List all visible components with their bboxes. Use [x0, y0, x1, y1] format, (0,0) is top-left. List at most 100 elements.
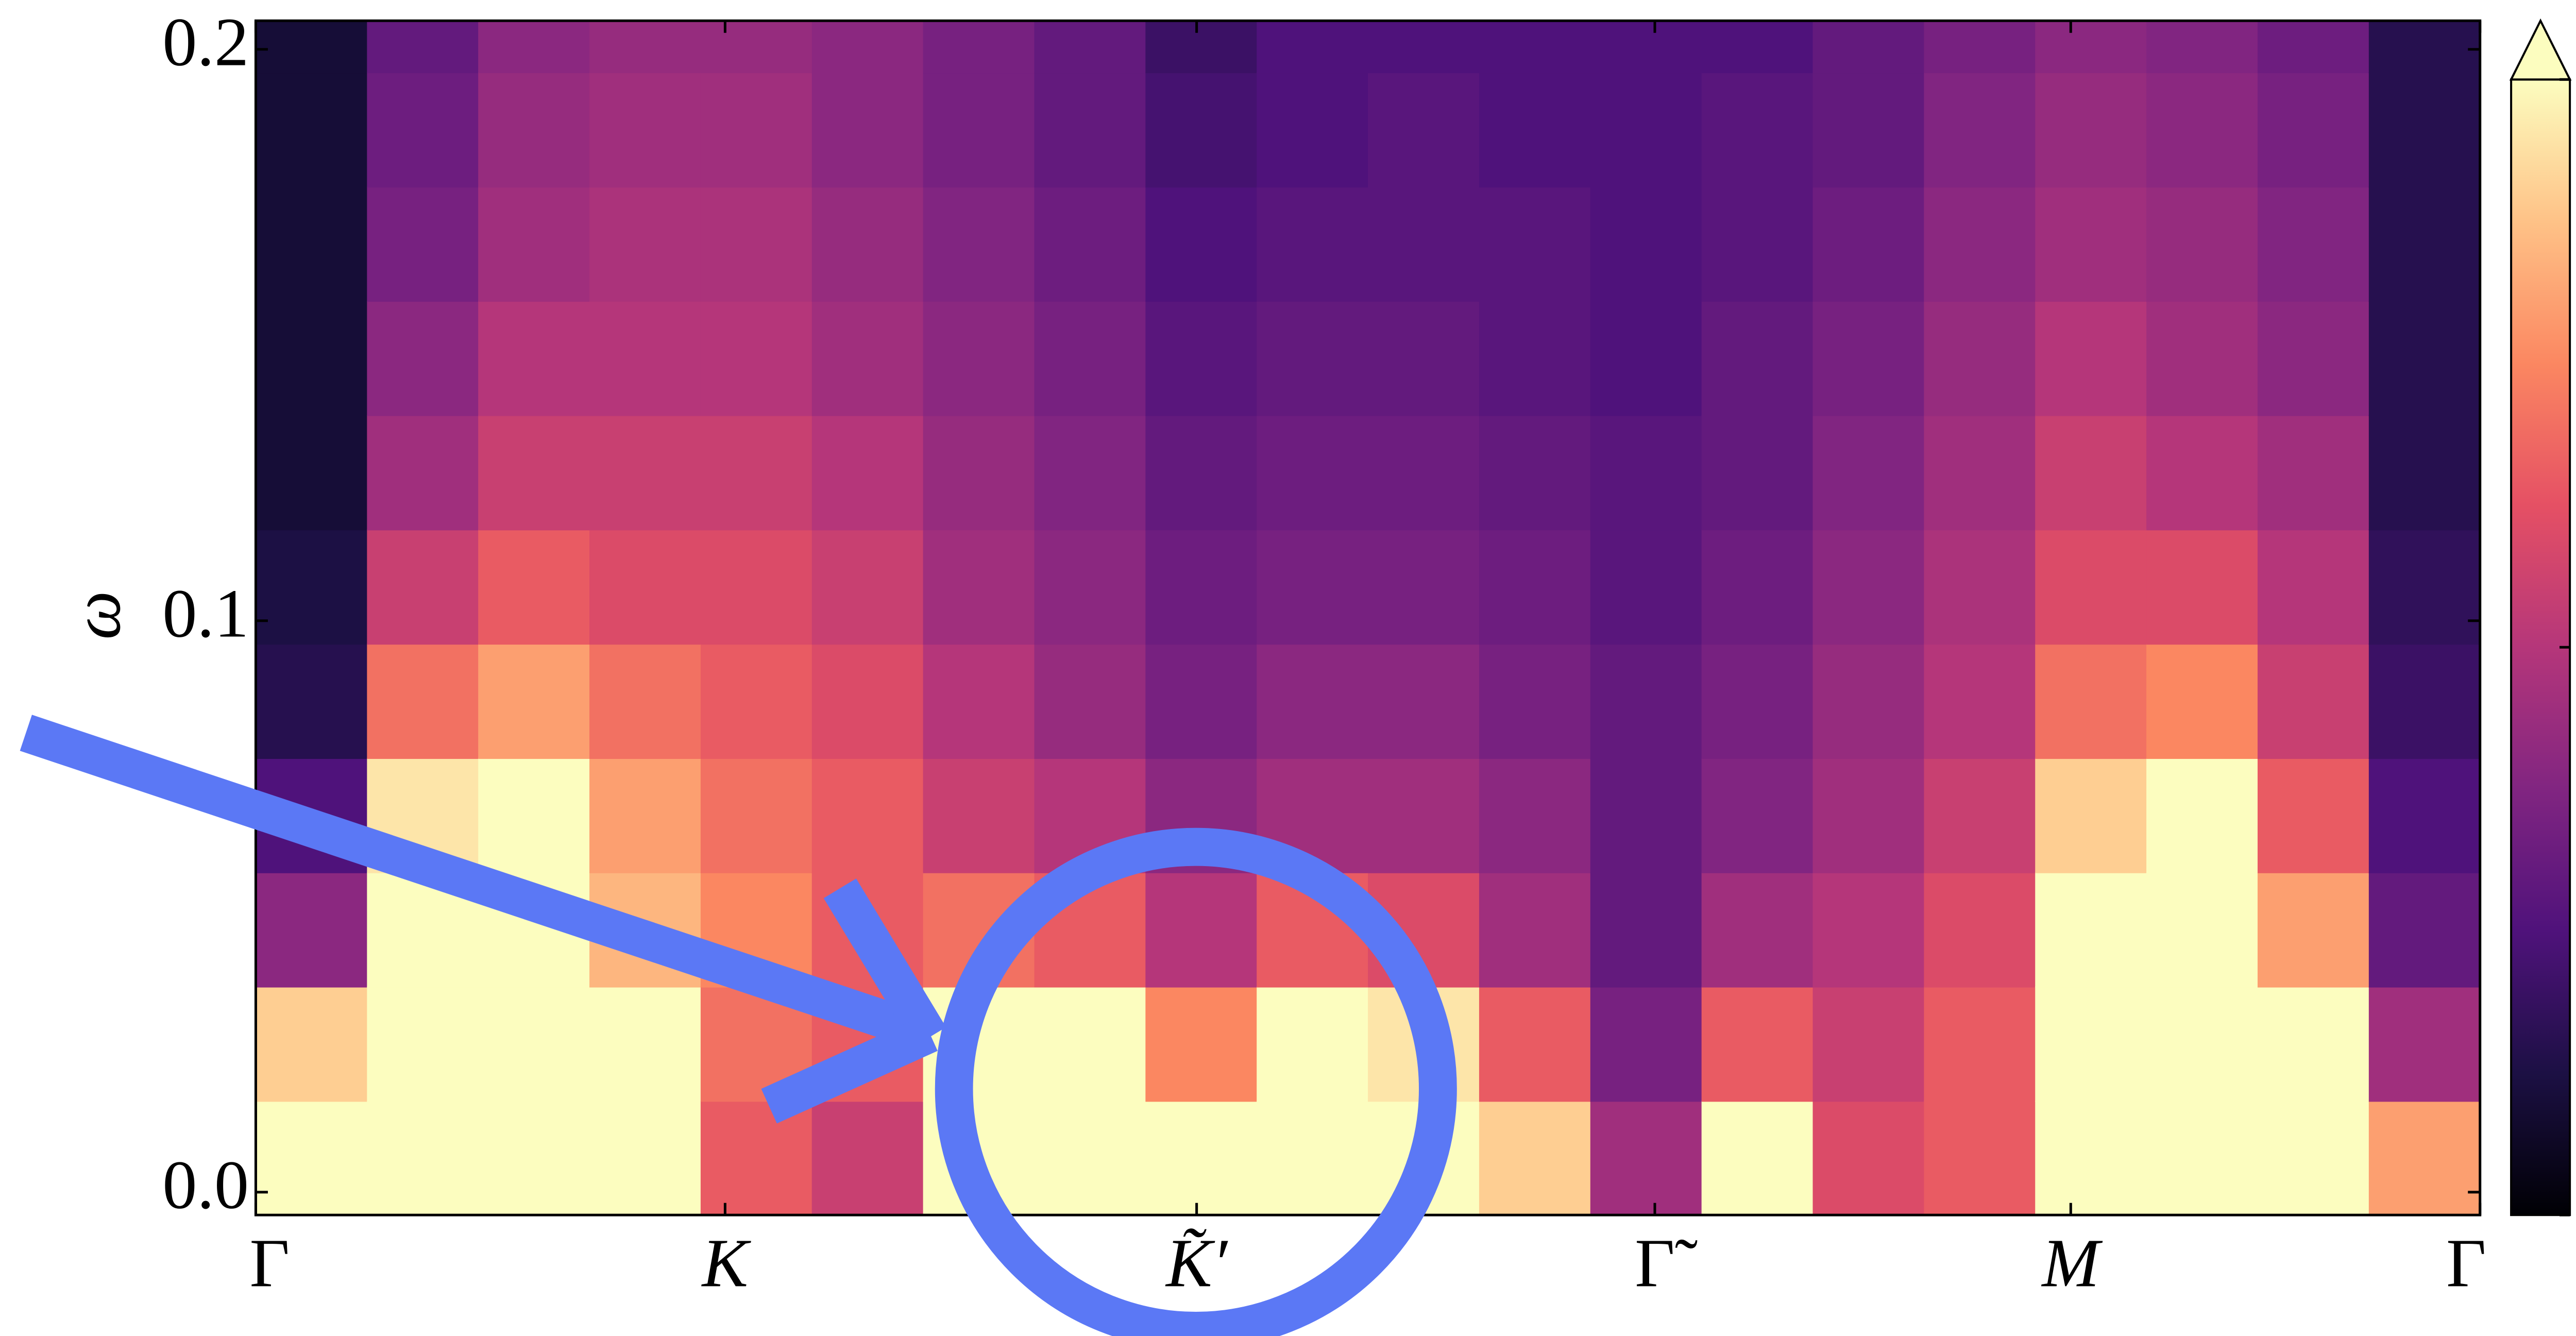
heat-cell [1034, 300, 1147, 416]
heat-cell [700, 186, 813, 302]
heat-cell [1590, 1101, 1703, 1215]
heat-cell [1479, 644, 1591, 759]
heat-cell [2368, 21, 2480, 74]
heat-cell [1701, 186, 1814, 302]
heat-cell [1924, 644, 2037, 759]
heat-cell [700, 72, 813, 188]
heat-cell [1590, 72, 1703, 188]
heat-cell [1701, 644, 1814, 759]
heat-cell [2368, 986, 2480, 1102]
heat-cell [2035, 21, 2148, 74]
heat-cell [1368, 757, 1480, 873]
heat-cell [1145, 644, 1258, 759]
heat-cell [811, 415, 924, 531]
heat-cell [1257, 529, 1369, 645]
heat-cell [1479, 986, 1591, 1102]
heat-cell [1590, 757, 1703, 873]
arrow-shaft [20, 715, 933, 1052]
heat-cell [1368, 529, 1480, 645]
heat-cell [811, 529, 924, 645]
heat-cell [2257, 1101, 2370, 1215]
heat-cell [1145, 72, 1258, 188]
heat-cell [2035, 986, 2148, 1102]
heat-cell [478, 986, 591, 1102]
heat-cell [811, 757, 924, 873]
x-tick-label: K [701, 1225, 752, 1301]
heat-cell [1145, 300, 1258, 416]
heat-cell [2368, 300, 2480, 416]
heat-cell [1145, 872, 1258, 988]
heat-cell [700, 300, 813, 416]
heat-cell [2035, 72, 2148, 188]
heat-cell [256, 644, 368, 759]
heat-cell [2146, 21, 2259, 74]
heat-cell [1257, 986, 1369, 1102]
heat-cell [1812, 72, 1925, 188]
heat-cell [923, 72, 1036, 188]
x-tick-label: Γ̃ [1635, 1225, 1698, 1301]
heat-cell [1590, 872, 1703, 988]
x-tick-label: Γ [250, 1225, 290, 1301]
heat-cell [1145, 186, 1258, 302]
heat-cell [1812, 186, 1925, 302]
colorbar-extend [2509, 18, 2572, 81]
heat-cell [1257, 415, 1369, 531]
heat-cell [1479, 300, 1591, 416]
heat-cell [256, 529, 368, 645]
heat-cell [1701, 986, 1814, 1102]
annotation [20, 715, 1457, 1336]
heat-cell [1257, 1101, 1369, 1215]
heat-cell [478, 300, 591, 416]
heat-cell [2257, 872, 2370, 988]
heat-cell [1590, 186, 1703, 302]
heat-cell [478, 757, 591, 873]
y-tick-label: 0.2 [162, 4, 249, 81]
heat-cell [2257, 644, 2370, 759]
heat-cell [1812, 872, 1925, 988]
heat-cell [1257, 644, 1369, 759]
heat-cell [1479, 1101, 1591, 1215]
heat-cell [1479, 872, 1591, 988]
heat-cell [2146, 644, 2259, 759]
heat-cell [1034, 21, 1147, 74]
heat-cell [1368, 644, 1480, 759]
heat-cell [367, 529, 480, 645]
heat-cell [589, 757, 702, 873]
heat-cell [1145, 529, 1258, 645]
heat-cell [589, 21, 702, 74]
heat-cell [1924, 415, 2037, 531]
heat-cell [2035, 872, 2148, 988]
heat-cell [367, 300, 480, 416]
heat-cell [1257, 21, 1369, 74]
heat-cell [1479, 72, 1591, 188]
heat-cell [256, 872, 368, 988]
heat-cell [1701, 757, 1814, 873]
heat-cell [256, 186, 368, 302]
heat-cell [1924, 529, 2037, 645]
heat-cell [2035, 300, 2148, 416]
heat-cell [589, 644, 702, 759]
heat-cell [1145, 1101, 1258, 1215]
colorbar-tick-label: 2.0 [2575, 34, 2576, 111]
heat-cell [367, 186, 480, 302]
heat-cell [1479, 21, 1591, 74]
heat-cell [700, 415, 813, 531]
heat-cell [478, 186, 591, 302]
heat-cell [2257, 529, 2370, 645]
heat-cell [1034, 529, 1147, 645]
heat-cell [923, 21, 1036, 74]
heat-cell [1590, 529, 1703, 645]
heat-cell [1145, 415, 1258, 531]
heat-cell [1701, 300, 1814, 416]
heat-cell [2035, 186, 2148, 302]
heat-cell [811, 72, 924, 188]
heat-cell [2368, 186, 2480, 302]
heat-cell [1924, 986, 2037, 1102]
heat-cell [1812, 986, 1925, 1102]
heat-cell [1368, 415, 1480, 531]
heat-cell [2035, 415, 2148, 531]
heat-cell [2035, 1101, 2148, 1215]
x-tick-label: M [2041, 1225, 2103, 1301]
heat-cell [2146, 415, 2259, 531]
